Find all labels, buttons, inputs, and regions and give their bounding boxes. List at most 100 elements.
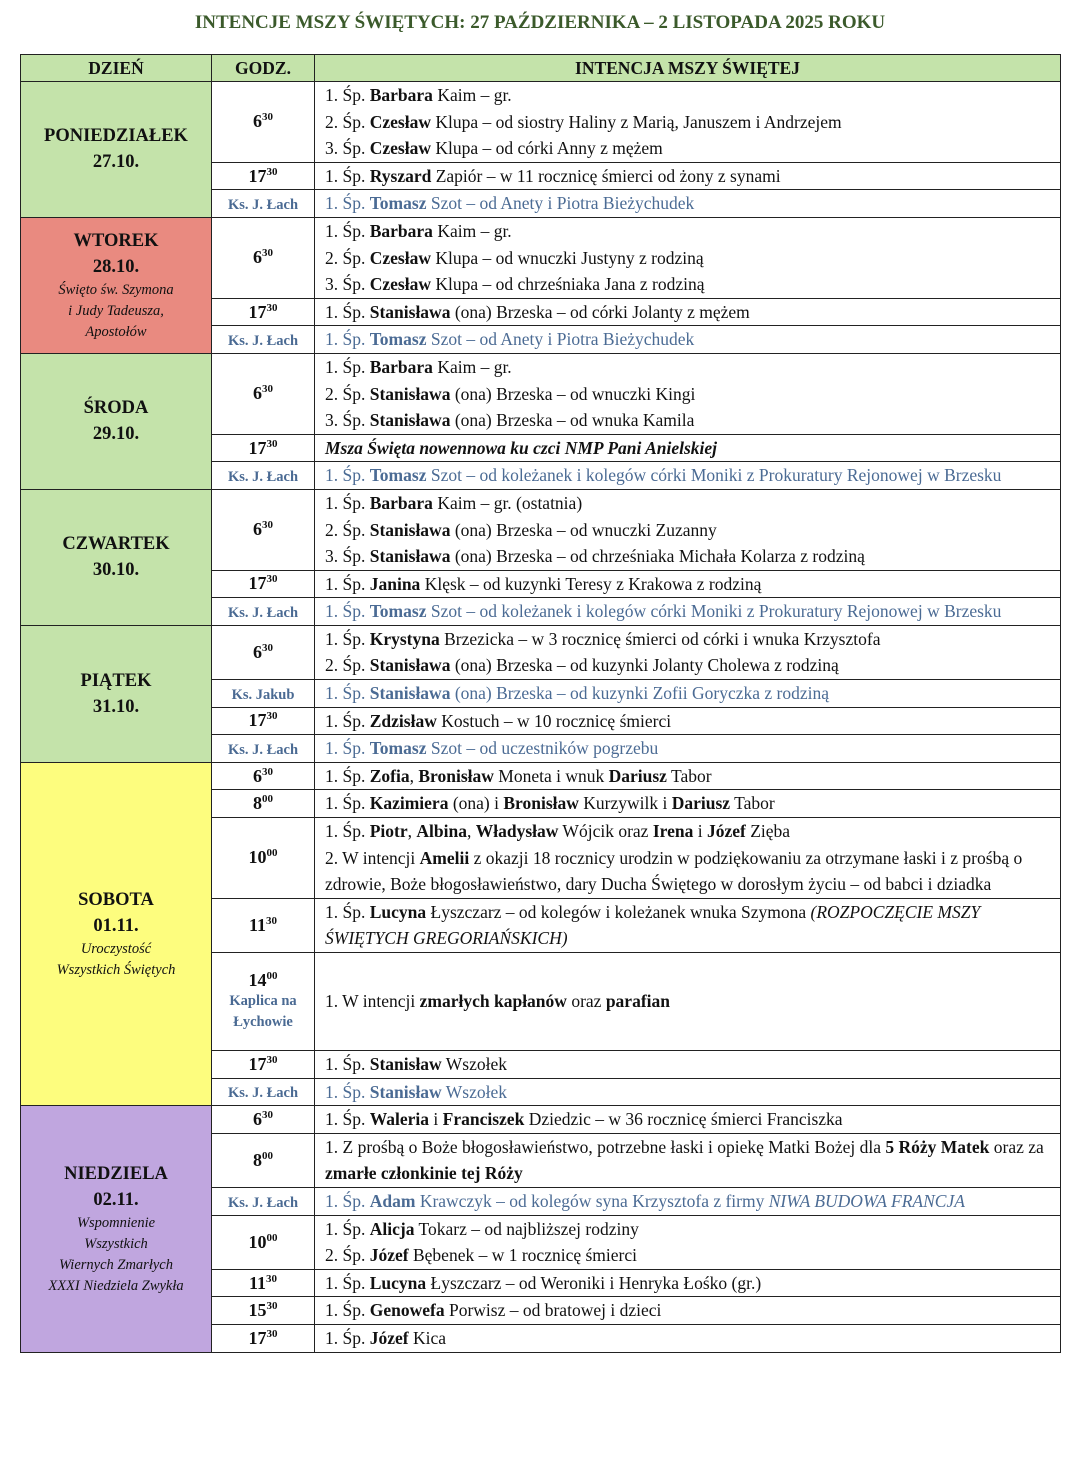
intention-text: Szot – od koleżanek i kolegów córki Moni… xyxy=(426,465,1002,486)
time-hour: 14 xyxy=(248,970,267,990)
priest-label: Ks. J. Łach xyxy=(227,1085,299,1102)
intention-text: Tomasz xyxy=(369,738,427,759)
day-name: SOBOTA xyxy=(78,890,154,911)
time-minutes: 30 xyxy=(266,165,278,178)
intention-line: 1. Śp. Barbara Kaim – gr. xyxy=(325,354,1052,381)
intention-text: , xyxy=(407,821,417,842)
intention-text: Zofia xyxy=(369,765,410,786)
time-cell: 1730 xyxy=(211,706,315,736)
intention-text: , xyxy=(409,765,419,786)
intention-text: 3. Śp. xyxy=(325,410,370,431)
time-cell: 1530 xyxy=(211,1296,315,1325)
intention-line: 1. Śp. Piotr, Albina, Władysław Wójcik o… xyxy=(325,818,1052,845)
intention-text: Genowefa xyxy=(369,1300,445,1321)
intention-text: 1. Śp. xyxy=(325,573,370,594)
intention-text: 1. Śp. xyxy=(325,601,370,622)
intention-text: Stanisława xyxy=(369,301,451,322)
intention-text: (ona) Brzeska – od wnuczki Zuzanny xyxy=(450,519,717,540)
intention-text: Szot – od Anety i Piotra Bieżychudek xyxy=(426,329,695,350)
day-note: i Judy Tadeusza, xyxy=(68,302,164,319)
page-title: INTENCJE MSZY ŚWIĘTYCH: 27 PAŹDZIERNIKA … xyxy=(194,12,886,33)
time-cell: 1730 xyxy=(211,161,315,191)
intention-text: 5 Róży Matek xyxy=(885,1136,990,1157)
mass-row: ŚRODA 29.10. 630 1. Śp. Barbara Kaim – gr. 2… xyxy=(20,352,1061,490)
time-cell: Ks. J. Łach xyxy=(211,597,315,626)
mass-row: PONIEDZIAŁEK 27.10. 630 1. Śp. Barbara Kaim… xyxy=(20,81,1061,218)
intention-line: 1. Śp. Tomasz Szot – od Anety i Piotra B… xyxy=(325,326,1052,353)
intention-text: Czesław xyxy=(369,138,431,159)
intention-line: 1. Śp. Krystyna Brzezicka – w 3 rocznicę… xyxy=(325,626,1052,653)
intention-text: Msza Święta nowennowa ku czci NMP Pani A… xyxy=(325,437,718,458)
time-cell: 1000 xyxy=(211,1214,315,1270)
intention-line: 3. Śp. Czesław Klupa – od chrześniaka Ja… xyxy=(325,271,1052,298)
intention-cell: 1. Śp. Barbara Kaim – gr. (ostatnia) 2. Ś… xyxy=(314,488,1061,571)
intention-text: Barbara xyxy=(369,220,433,241)
time-minutes: 00 xyxy=(266,1231,278,1244)
time-hour: 10 xyxy=(248,1231,267,1252)
intention-text: zmarłe członkinie tej Róży xyxy=(325,1163,523,1184)
intention-line: 2. Śp. Stanisława (ona) Brzeska – od wnu… xyxy=(325,381,1052,408)
intention-cell: 1. Śp. Waleria i Franciszek Dziedzic – w… xyxy=(314,1105,1061,1134)
header-intention: INTENCJA MSZY ŚWIĘTEJ xyxy=(314,54,1061,82)
intention-cell: 1. Śp. Stanisław Wszołek xyxy=(314,1077,1061,1107)
intention-text: 1. Śp. xyxy=(325,1109,370,1130)
time-hour: 17 xyxy=(248,710,267,731)
intention-line: 1. Śp. Stanisław Wszołek xyxy=(325,1051,1052,1078)
day-note: XXXI Niedziela Zwykła xyxy=(48,1277,184,1294)
time-hour: 17 xyxy=(248,573,267,594)
mass-row: 1130 1. Śp. Lucyna Łyszczarz – od Weronik… xyxy=(21,1268,1061,1298)
time-hour: 11 xyxy=(248,1272,266,1293)
intention-line: 3. Śp. Stanisława (ona) Brzeska – od chr… xyxy=(325,543,1052,570)
mass-row: 1130 1. Śp. Lucyna Łyszczarz – od kolegów… xyxy=(21,897,1061,954)
day-note: Uroczystość xyxy=(80,941,152,958)
intention-line: 1. Śp. Adam Krawczyk – od kolegów syna K… xyxy=(325,1188,1052,1215)
intention-line: 1. Śp. Stanisława (ona) Brzeska – od kuz… xyxy=(325,680,1052,707)
intention-text: Stanisław xyxy=(369,1054,442,1074)
time-minutes: 30 xyxy=(262,247,273,260)
intention-text: 1. Śp. xyxy=(325,165,370,186)
intention-cell: 1. Śp. Tomasz Szot – od Anety i Piotra B… xyxy=(314,189,1061,218)
time-minutes: 30 xyxy=(266,1327,278,1340)
time-hour: 6 xyxy=(253,111,262,132)
time-cell: 630 xyxy=(211,81,315,163)
time-minutes: 30 xyxy=(262,1108,273,1121)
time-cell: 630 xyxy=(211,216,315,299)
day-cell: PIĄTEK 31.10. xyxy=(20,624,212,763)
intention-line: 1. Śp. Lucyna Łyszczarz – od kolegów i k… xyxy=(325,899,1052,952)
priest-label: Ks. J. Łach xyxy=(227,333,299,350)
intention-text: 1. Śp. xyxy=(325,628,370,649)
intention-cell: 1. Śp. Alicja Tokarz – od najbliższej ro… xyxy=(314,1214,1061,1270)
intention-line: 1. Śp. Tomasz Szot – od koleżanek i kole… xyxy=(325,462,1052,489)
day-name: PONIEDZIAŁEK xyxy=(44,126,188,147)
intention-text: Klęsk – od kuzynki Teresy z Krakowa z ro… xyxy=(420,573,762,594)
intention-cell: 1. W intencji zmarłych kapłanów oraz par… xyxy=(314,952,1061,1051)
time-hour: 6 xyxy=(253,383,262,404)
time-hour: 6 xyxy=(253,1108,262,1129)
time-hour: 6 xyxy=(253,641,262,662)
intention-line: 1. Śp. Stanisław Wszołek xyxy=(325,1079,1052,1106)
intention-text: Tomasz xyxy=(369,601,427,622)
intention-cell: 1. Śp. Stanisława (ona) Brzeska – od kuz… xyxy=(314,679,1061,708)
intention-text: Alicja xyxy=(369,1218,415,1239)
mass-row: SOBOTA 01.11. Uroczystość Wszystkich Święty… xyxy=(20,761,1061,1107)
time-cell: Ks. J. Łach xyxy=(211,325,315,354)
intention-cell: 1. Śp. Barbara Kaim – gr. 2. Śp. Czesław … xyxy=(314,216,1061,299)
intention-text: 2. Śp. xyxy=(325,383,370,404)
intention-line: 3. Śp. Czesław Klupa – od córki Anny z m… xyxy=(325,135,1052,162)
intention-cell: 1. Śp. Adam Krawczyk – od kolegów syna K… xyxy=(314,1186,1061,1216)
intention-line: 1. Śp. Waleria i Franciszek Dziedzic – w… xyxy=(325,1106,1052,1133)
intention-text: Stanisława xyxy=(369,546,451,567)
intention-text: 2. Śp. xyxy=(325,519,370,540)
intention-text: Stanisława xyxy=(369,519,451,540)
intention-text: Moneta i wnuk xyxy=(493,765,609,786)
intention-cell: 1. Śp. Barbara Kaim – gr. 2. Śp. Czesław … xyxy=(314,81,1061,163)
intention-text: 1. Śp. xyxy=(325,738,370,759)
intention-text: 1. Śp. xyxy=(325,492,370,513)
intention-text: 2. Śp. xyxy=(325,111,370,132)
intention-text: 1. Śp. xyxy=(325,901,370,922)
priest-label: Ks. J. Łach xyxy=(227,605,299,622)
time-cell: 1730 xyxy=(211,1050,315,1079)
intention-text: Lucyna xyxy=(369,901,427,922)
mass-row: WTOREK 28.10. Święto św. Szymona i Judy Tad… xyxy=(20,216,1061,354)
intention-line: 2. Śp. Stanisława (ona) Brzeska – od kuz… xyxy=(325,652,1052,679)
